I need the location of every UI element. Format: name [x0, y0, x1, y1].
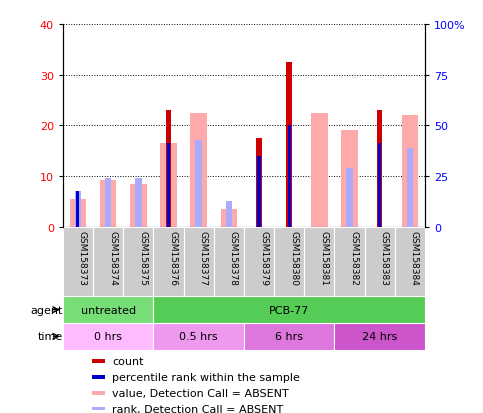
Bar	[395, 227, 425, 297]
Bar	[154, 227, 184, 297]
Text: count: count	[112, 356, 143, 366]
Bar	[123, 227, 154, 297]
Bar	[190, 113, 207, 227]
Bar	[92, 391, 105, 395]
Text: time: time	[38, 332, 63, 342]
Bar	[74, 192, 81, 227]
Text: GSM158375: GSM158375	[138, 230, 147, 285]
Bar	[130, 184, 146, 227]
Bar	[288, 126, 291, 227]
Bar	[346, 169, 353, 227]
Text: GSM158374: GSM158374	[108, 230, 117, 285]
Bar	[274, 227, 304, 297]
Text: 24 hrs: 24 hrs	[362, 332, 398, 342]
Bar	[377, 111, 383, 227]
Text: GSM158382: GSM158382	[350, 230, 358, 285]
Text: 6 hrs: 6 hrs	[275, 332, 303, 342]
Bar	[311, 113, 327, 227]
Bar	[334, 323, 425, 350]
Bar	[63, 323, 154, 350]
Bar	[257, 156, 260, 227]
Bar	[213, 227, 244, 297]
Bar	[93, 227, 123, 297]
Text: agent: agent	[30, 305, 63, 315]
Bar	[160, 144, 177, 227]
Text: GSM158384: GSM158384	[410, 230, 419, 285]
Bar	[407, 149, 413, 227]
Bar	[154, 297, 425, 323]
Text: GSM158378: GSM158378	[229, 230, 238, 285]
Bar	[378, 144, 381, 227]
Bar	[341, 131, 358, 227]
Bar	[184, 227, 213, 297]
Text: GSM158381: GSM158381	[319, 230, 328, 285]
Bar	[167, 144, 170, 227]
Bar	[63, 227, 93, 297]
Bar	[92, 375, 105, 379]
Bar	[221, 209, 237, 227]
Text: 0 hrs: 0 hrs	[94, 332, 122, 342]
Bar	[244, 227, 274, 297]
Text: 0.5 hrs: 0.5 hrs	[179, 332, 218, 342]
Bar	[365, 227, 395, 297]
Bar	[244, 323, 334, 350]
Bar	[100, 180, 116, 227]
Bar	[195, 141, 202, 227]
Text: GSM158380: GSM158380	[289, 230, 298, 285]
Bar	[286, 63, 292, 227]
Bar	[304, 227, 334, 297]
Bar	[154, 323, 244, 350]
Bar	[226, 202, 232, 227]
Text: GSM158383: GSM158383	[380, 230, 389, 285]
Text: percentile rank within the sample: percentile rank within the sample	[112, 372, 300, 382]
Bar	[92, 359, 105, 363]
Bar	[76, 192, 79, 227]
Bar	[105, 179, 112, 227]
Text: value, Detection Call = ABSENT: value, Detection Call = ABSENT	[112, 388, 289, 398]
Bar	[70, 199, 86, 227]
Text: GSM158377: GSM158377	[199, 230, 208, 285]
Text: GSM158373: GSM158373	[78, 230, 87, 285]
Text: PCB-77: PCB-77	[269, 305, 310, 315]
Text: GSM158379: GSM158379	[259, 230, 268, 285]
Bar	[334, 227, 365, 297]
Bar	[135, 179, 142, 227]
Bar	[92, 407, 105, 411]
Text: GSM158376: GSM158376	[169, 230, 177, 285]
Bar	[256, 139, 262, 227]
Text: rank, Detection Call = ABSENT: rank, Detection Call = ABSENT	[112, 404, 284, 413]
Text: untreated: untreated	[81, 305, 136, 315]
Bar	[63, 297, 154, 323]
Bar	[166, 111, 171, 227]
Bar	[402, 116, 418, 227]
